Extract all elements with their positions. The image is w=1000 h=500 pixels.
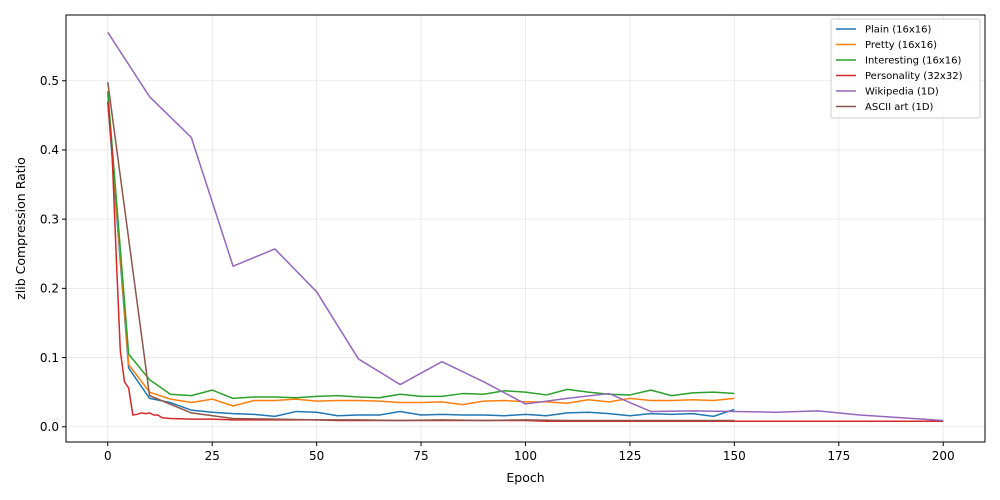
legend: Plain (16x16) Pretty (16x16) Interesting (… xyxy=(830,18,981,119)
series-line-2 xyxy=(107,91,735,400)
y-tick-label: 0.5 xyxy=(40,74,59,88)
x-tick-label: 75 xyxy=(413,449,428,463)
x-tick-label: 100 xyxy=(514,449,537,463)
y-tick-label: 0.1 xyxy=(40,351,59,365)
y-tick-label: 0.2 xyxy=(40,282,59,296)
x-tick-label: 125 xyxy=(618,449,641,463)
y-tick-label: 0.4 xyxy=(40,143,59,157)
x-axis-label: Epoch xyxy=(506,470,544,485)
x-tick-label: 150 xyxy=(723,449,746,463)
series-lines xyxy=(107,31,944,422)
x-tick-label: 50 xyxy=(309,449,324,463)
x-tick-label: 0 xyxy=(104,449,112,463)
legend-entry-label: Wikipedia (1D) xyxy=(865,87,939,98)
legend-entry-label: Personality (32x32) xyxy=(865,71,963,82)
axis-ticks: 0 25 50 75 100 125 150 175 200 0.0 0.1 0.2 0.3 0.4 0.5 xyxy=(40,74,955,463)
y-axis-label: zlib Compression Ratio xyxy=(13,157,28,300)
x-tick-label: 200 xyxy=(932,449,955,463)
legend-entry-label: Interesting (16x16) xyxy=(865,56,961,67)
legend-entry-label: Pretty (16x16) xyxy=(865,40,937,51)
x-tick-label: 175 xyxy=(827,449,850,463)
legend-entry-label: Plain (16x16) xyxy=(865,25,932,36)
legend-frame xyxy=(830,18,981,119)
y-tick-label: 0.3 xyxy=(40,212,59,226)
legend-entry-label: ASCII art (1D) xyxy=(865,102,934,113)
x-tick-label: 25 xyxy=(205,449,220,463)
series-line-1 xyxy=(107,94,735,407)
series-line-4 xyxy=(107,31,944,422)
y-tick-label: 0.0 xyxy=(40,420,59,434)
series-line-5 xyxy=(107,82,735,422)
series-line-0 xyxy=(107,101,735,418)
